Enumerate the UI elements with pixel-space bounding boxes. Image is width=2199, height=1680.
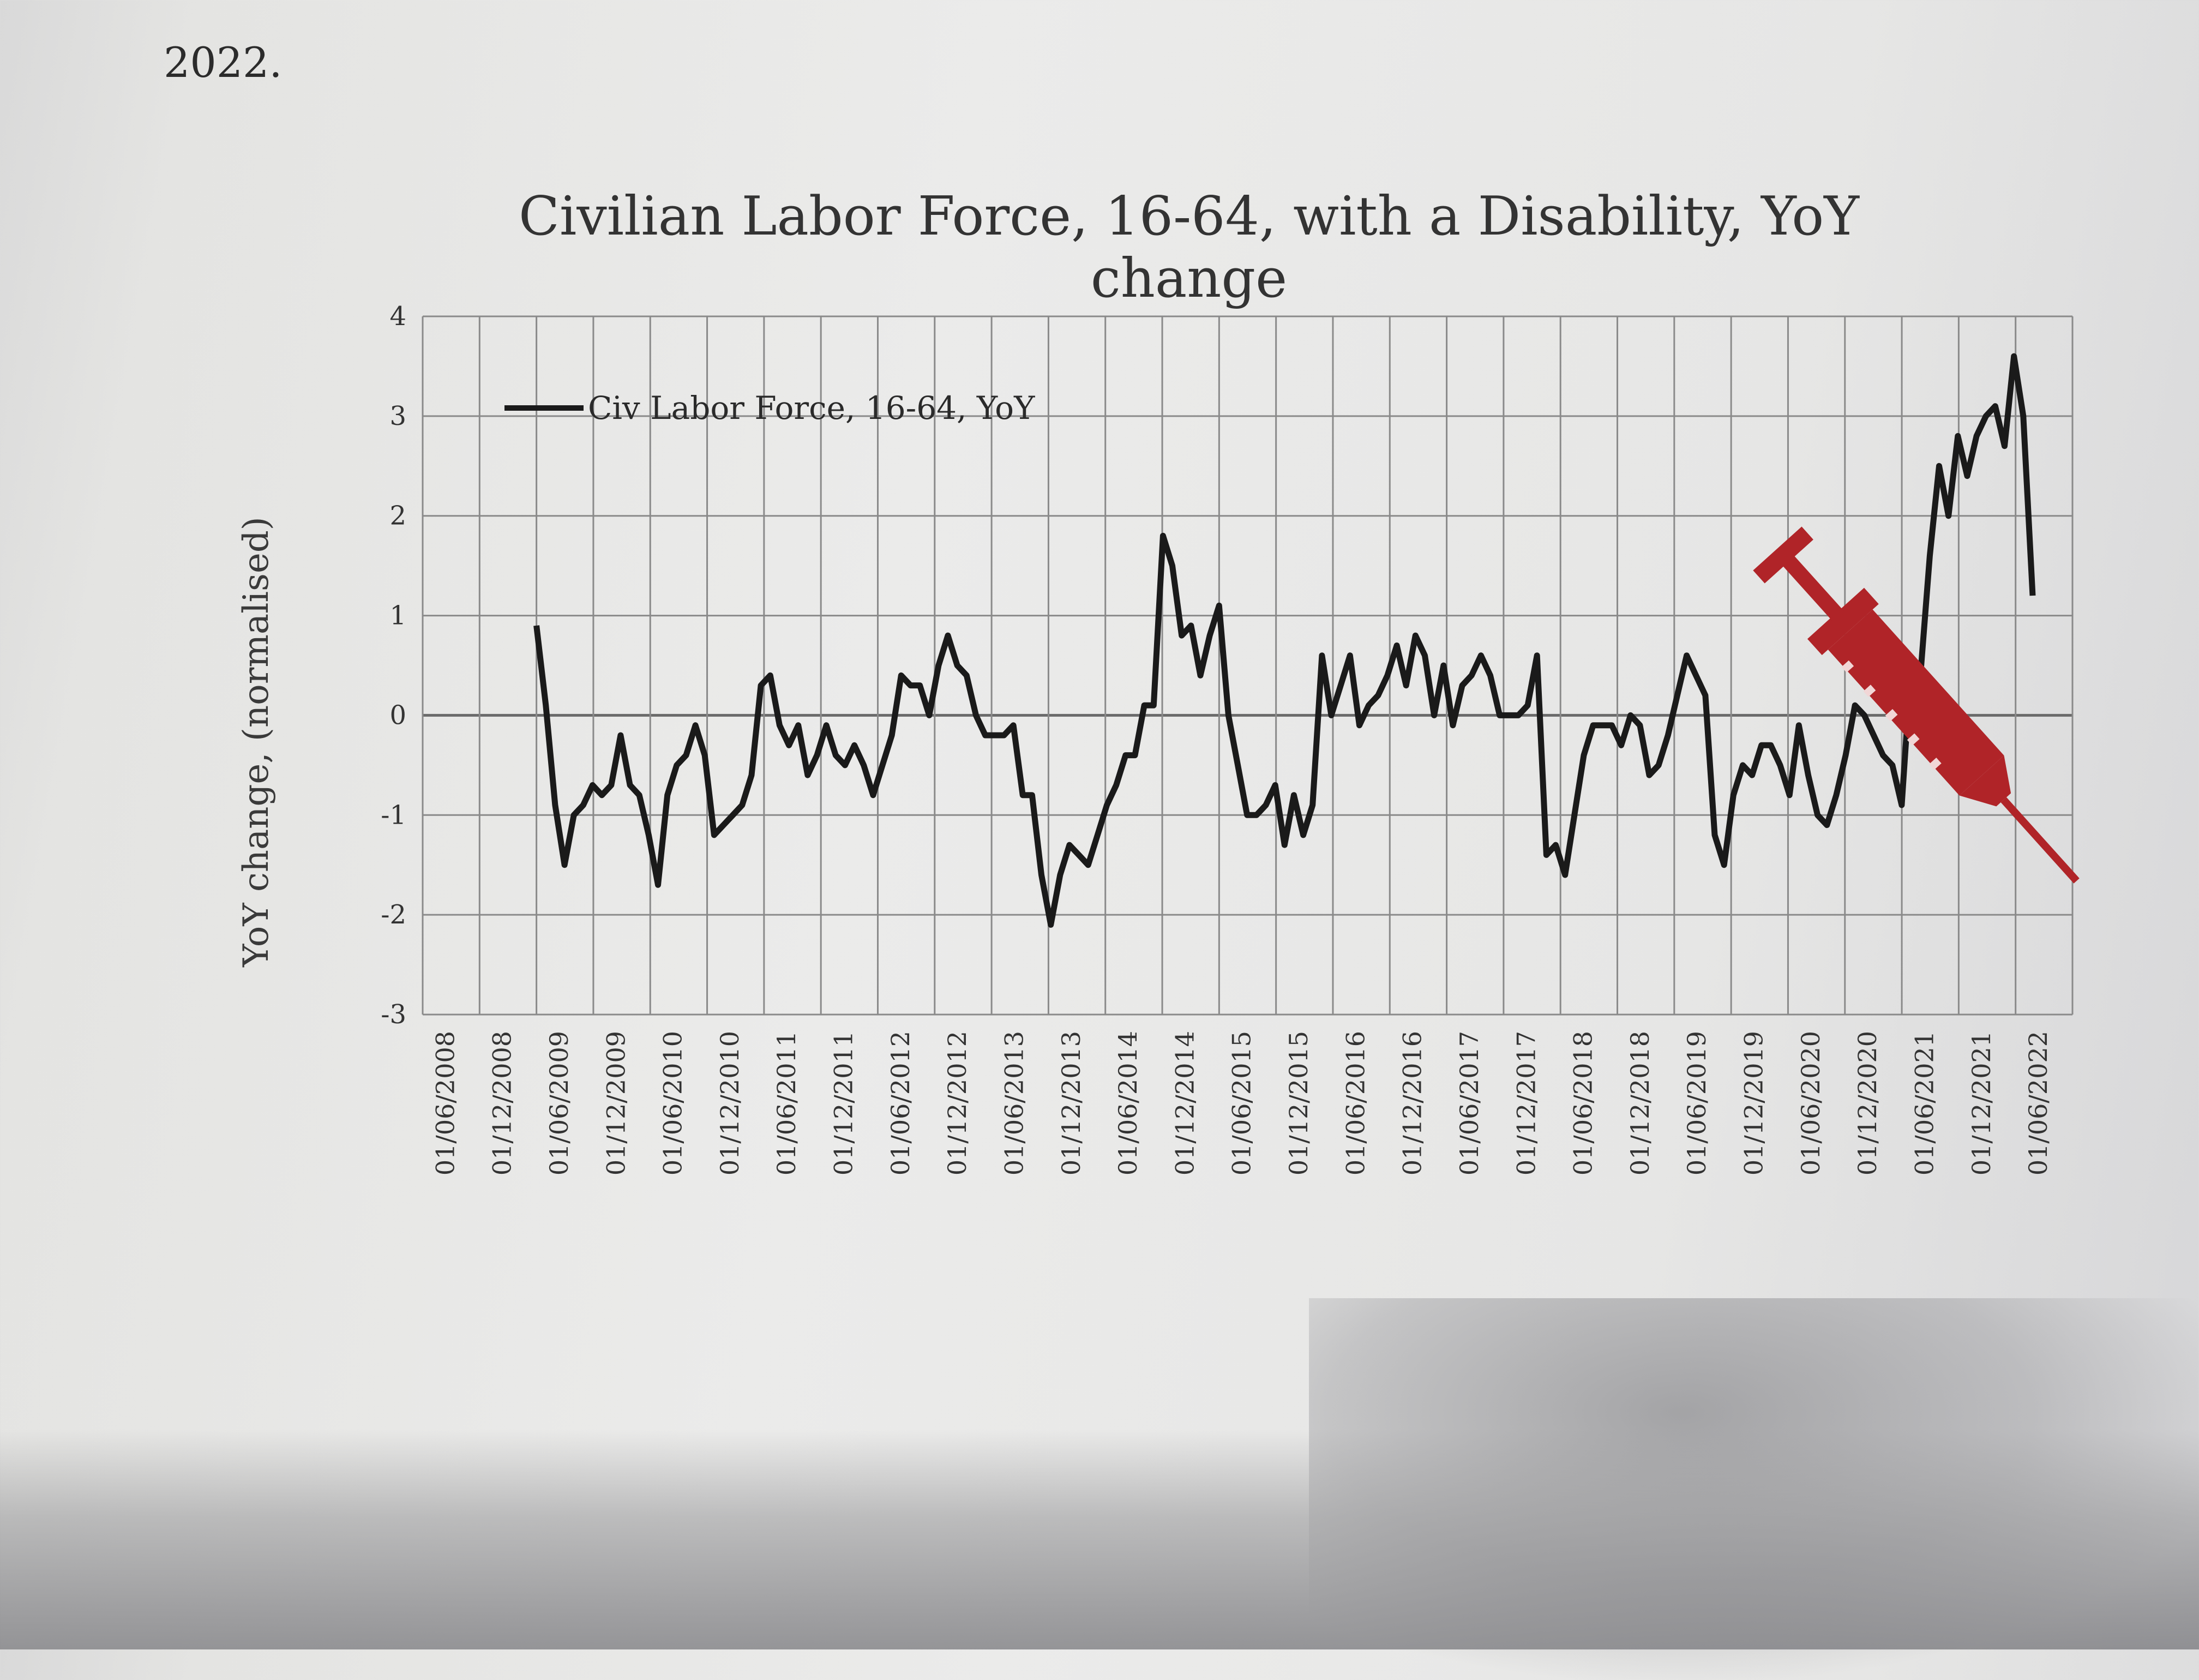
x-tick-label: 01/12/2017 xyxy=(1511,1031,1541,1175)
x-tick-label: 01/06/2017 xyxy=(1455,1031,1484,1175)
series-line xyxy=(533,353,2036,928)
x-tick-label: 01/12/2013 xyxy=(1056,1031,1086,1175)
y-tick-label: -1 xyxy=(381,800,406,830)
x-tick-label: 01/12/2011 xyxy=(829,1031,858,1175)
y-tick-label: 2 xyxy=(389,501,406,531)
y-tick-label: 3 xyxy=(389,401,406,431)
y-tick-label: 4 xyxy=(389,301,406,332)
x-tick-label: 01/12/2008 xyxy=(488,1031,517,1175)
x-tick-labels: 01/06/2008 01/12/2008 01/06/2009 01/12/2009… xyxy=(430,1031,2053,1175)
x-tick-label: 01/12/2020 xyxy=(1853,1031,1882,1175)
x-tick-label: 01/12/2009 xyxy=(601,1031,630,1175)
x-tick-label: 01/06/2009 xyxy=(544,1031,574,1175)
page-edge-shadow xyxy=(0,1429,2199,1649)
chart-grid xyxy=(422,315,2074,1016)
y-tick-label: -3 xyxy=(381,999,406,1030)
legend: Civ Labor Force, 16-64, YoY xyxy=(504,389,1035,427)
x-tick-label: 01/12/2015 xyxy=(1284,1031,1313,1175)
x-tick-label: 01/12/2021 xyxy=(1967,1031,1996,1175)
page-text-fragment: 2022. xyxy=(164,38,283,87)
x-tick-label: 01/06/2011 xyxy=(772,1031,801,1175)
syringe-icon xyxy=(1753,526,2080,884)
x-tick-label: 01/12/2019 xyxy=(1739,1031,1769,1175)
x-tick-label: 01/06/2010 xyxy=(658,1031,688,1175)
x-tick-label: 01/06/2016 xyxy=(1341,1031,1370,1175)
x-tick-label: 01/06/2022 xyxy=(2023,1031,2053,1175)
x-tick-label: 01/06/2018 xyxy=(1569,1031,1598,1175)
x-tick-label: 01/06/2008 xyxy=(430,1031,460,1175)
legend-label: Civ Labor Force, 16-64, YoY xyxy=(588,389,1035,427)
x-tick-label: 01/06/2015 xyxy=(1227,1031,1257,1175)
x-tick-label: 01/12/2018 xyxy=(1625,1031,1655,1175)
x-tick-label: 01/12/2016 xyxy=(1398,1031,1427,1175)
series-lines xyxy=(533,353,2036,928)
x-tick-label: 01/12/2014 xyxy=(1170,1031,1199,1175)
y-tick-label: 1 xyxy=(389,601,406,631)
y-tick-labels: 4 3 2 1 0 -1 -2 -3 xyxy=(381,301,406,1030)
y-tick-label: 0 xyxy=(389,700,406,730)
x-tick-label: 01/06/2013 xyxy=(999,1031,1029,1175)
y-tick-label: -2 xyxy=(381,899,406,930)
chart-title: Civilian Labor Force, 16-64, with a Disa… xyxy=(519,185,1859,310)
x-tick-label: 01/06/2012 xyxy=(886,1031,915,1175)
x-tick-label: 01/06/2019 xyxy=(1682,1031,1711,1175)
x-tick-label: 01/06/2021 xyxy=(1909,1031,1939,1175)
x-tick-label: 01/06/2014 xyxy=(1113,1031,1143,1175)
x-tick-label: 01/12/2012 xyxy=(942,1031,972,1175)
x-tick-label: 01/06/2020 xyxy=(1796,1031,1825,1175)
x-tick-label: 01/12/2010 xyxy=(715,1031,744,1175)
